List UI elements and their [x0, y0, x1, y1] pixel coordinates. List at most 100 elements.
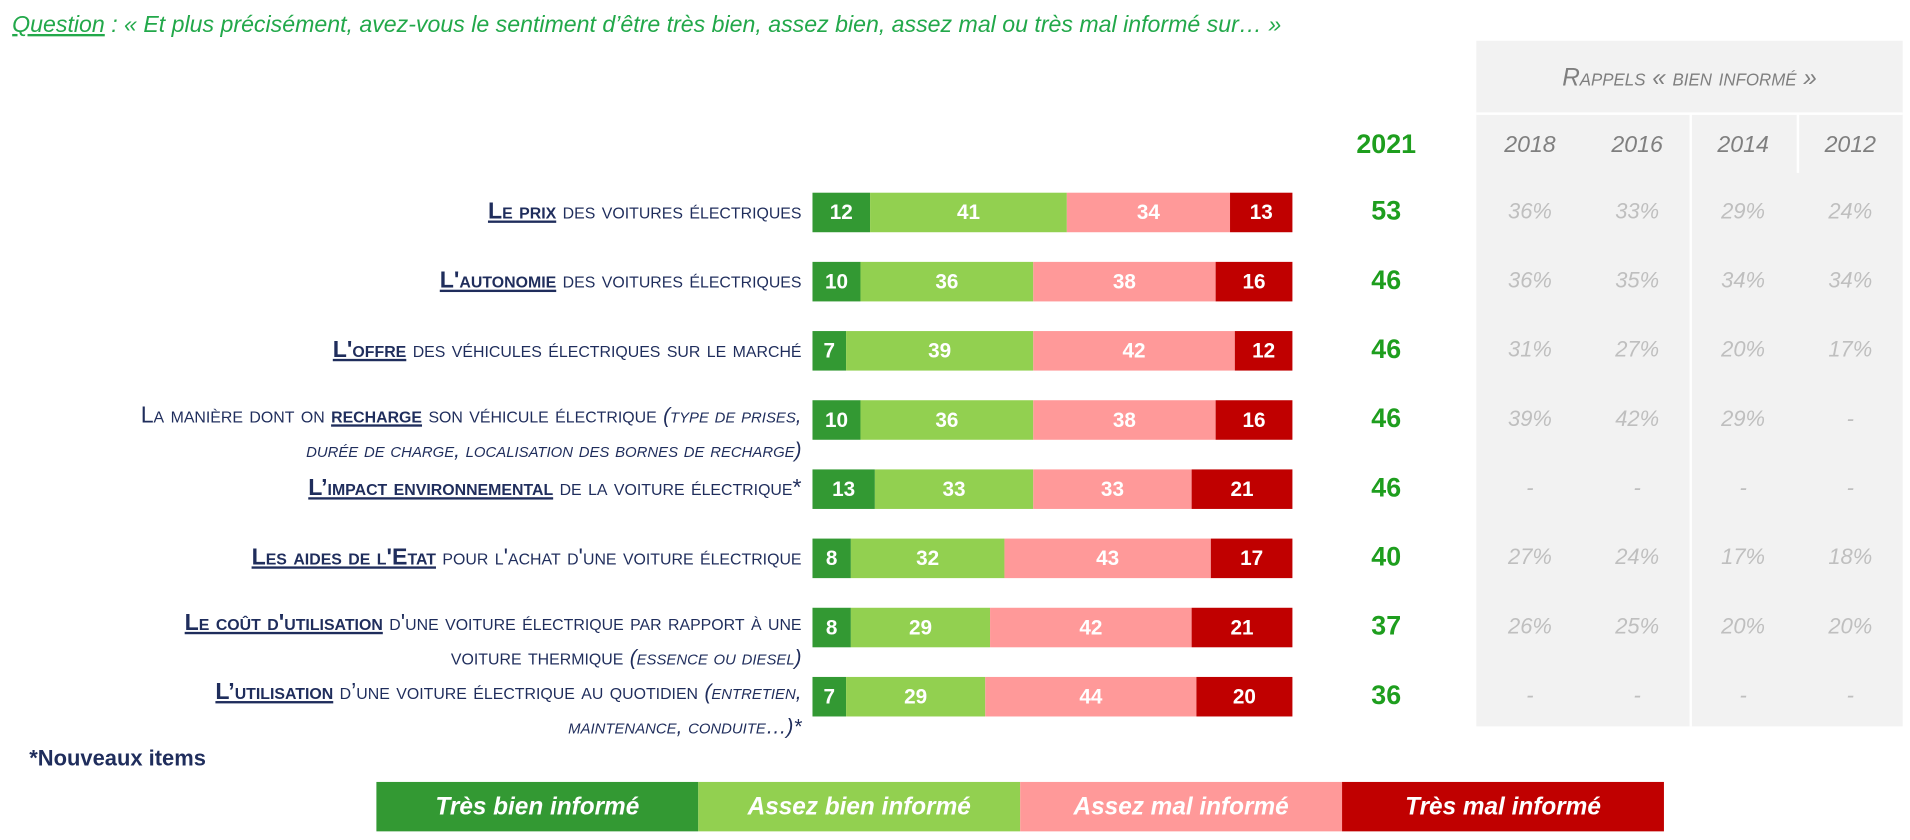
data-label: 8: [826, 616, 838, 639]
recall-year: 2016: [1610, 131, 1662, 157]
legend-label: Assez mal informé: [1073, 793, 1289, 820]
label-part: son véhicule électrique: [422, 401, 663, 427]
recall-value: 25%: [1614, 613, 1659, 638]
recall-value: 26%: [1507, 613, 1552, 638]
bar-segment: [1191, 469, 1293, 509]
bar-segment: [812, 607, 851, 648]
category-label: Le prix des voitures électriques: [488, 198, 802, 224]
question-label: Question: [12, 11, 105, 37]
label-part: L'autonomie: [440, 267, 557, 293]
data-label: 12: [830, 201, 853, 224]
data-label: 38: [1113, 270, 1136, 293]
recall-value: 20%: [1827, 613, 1872, 638]
label-part: La manière dont on: [141, 401, 331, 427]
bar-segment: [812, 400, 861, 440]
recall-year: 2014: [1716, 131, 1768, 157]
label-part: L’utilisation: [215, 678, 333, 704]
label-part: (entretien,: [704, 680, 801, 703]
bar-segment: [1066, 192, 1231, 233]
data-label: 13: [832, 478, 855, 501]
recall-value: 27%: [1507, 544, 1552, 569]
bar-segment: [985, 676, 1197, 717]
category-label: L'autonomie des voitures électriques: [440, 267, 802, 293]
total-value: 53: [1371, 195, 1401, 225]
bar-segment: [1004, 538, 1211, 579]
recall-value: -: [1847, 406, 1854, 431]
recall-value: -: [1526, 682, 1533, 707]
bar-segment: [1215, 261, 1293, 302]
label-part: Les aides de l'Etat: [252, 543, 437, 569]
recall-value: -: [1739, 682, 1746, 707]
legend-label: Très bien informé: [435, 793, 639, 820]
label-part: maintenance, conduite…)*: [568, 715, 802, 738]
data-label: 20: [1233, 685, 1256, 708]
data-label: 7: [824, 339, 836, 362]
data-label: 16: [1243, 270, 1266, 293]
recall-value: 42%: [1615, 406, 1659, 431]
recall-value: 20%: [1720, 337, 1765, 362]
data-label: 21: [1231, 478, 1254, 501]
bar-segment: [874, 469, 1034, 509]
recall-value: 39%: [1508, 406, 1552, 431]
question-text: : « Et plus précisément, avez-vous le se…: [105, 11, 1281, 37]
bar-segment: [1196, 676, 1293, 717]
label-part: de la voiture électrique*: [553, 474, 801, 500]
recall-value: -: [1633, 682, 1640, 707]
bar-segment: [1234, 331, 1293, 371]
legend-swatch: [376, 781, 699, 832]
label-part: pour l'achat d'une voiture électrique: [436, 543, 802, 569]
bar-segment: [860, 400, 1034, 440]
recall-value: 36%: [1508, 198, 1552, 223]
data-label: 34: [1137, 201, 1160, 224]
label-part: (type de prises,: [663, 404, 801, 427]
label-part: recharge: [331, 401, 422, 427]
label-part: d’une voiture électrique au quotidien: [333, 678, 704, 704]
recall-value: -: [1847, 682, 1854, 707]
recall-value: 24%: [1614, 544, 1659, 569]
data-label: 36: [935, 409, 958, 432]
recall-value: 29%: [1720, 198, 1765, 223]
legend-label: Très mal informé: [1405, 793, 1601, 820]
total-value: 46: [1371, 403, 1401, 433]
bar-segment: [1230, 192, 1293, 233]
category-label: Le coût d'utilisation d'une voiture élec…: [185, 609, 802, 635]
label-part: des voitures électriques: [556, 198, 801, 224]
bar-segment: [812, 538, 851, 579]
label-part: L'offre: [333, 336, 407, 362]
bar-segment: [1210, 538, 1293, 579]
data-label: 39: [928, 339, 951, 362]
bar-segment: [850, 607, 991, 648]
category-label: L’utilisation d’une voiture électrique a…: [215, 678, 801, 704]
bar-segment: [1191, 607, 1293, 648]
label-part: Le coût d'utilisation: [185, 609, 383, 635]
data-label: 13: [1250, 201, 1273, 224]
recall-value: 33%: [1615, 198, 1659, 223]
data-label: 21: [1231, 616, 1254, 639]
recall-value: 17%: [1828, 337, 1872, 362]
note: *Nouveaux items: [29, 745, 206, 770]
recall-title: Rappels « bien informé »: [1562, 64, 1817, 91]
data-label: 29: [904, 685, 927, 708]
bar-segment: [1033, 469, 1192, 509]
data-label: 38: [1113, 409, 1136, 432]
legend-label: Assez bien informé: [747, 793, 971, 820]
data-label: 17: [1240, 547, 1263, 570]
label-part: voiture thermique: [451, 643, 630, 669]
data-label: 36: [935, 270, 958, 293]
bar-segment: [846, 676, 986, 717]
bar-segment: [850, 538, 1005, 579]
label-part: Le prix: [488, 198, 557, 224]
label-part: durée de charge, localisation des bornes…: [306, 438, 801, 461]
legend-swatch: [1020, 781, 1343, 832]
total-value: 46: [1371, 472, 1401, 502]
total-value: 40: [1371, 541, 1401, 571]
recall-year: 2018: [1503, 131, 1555, 157]
category-label: La manière dont on recharge son véhicule…: [141, 401, 802, 427]
recall-value: -: [1739, 475, 1746, 500]
bar-segment: [990, 607, 1192, 648]
recall-value: 34%: [1828, 267, 1872, 292]
bar-segment: [812, 469, 875, 509]
data-label: 10: [825, 270, 848, 293]
label-part: L’impact environnemental: [308, 474, 553, 500]
